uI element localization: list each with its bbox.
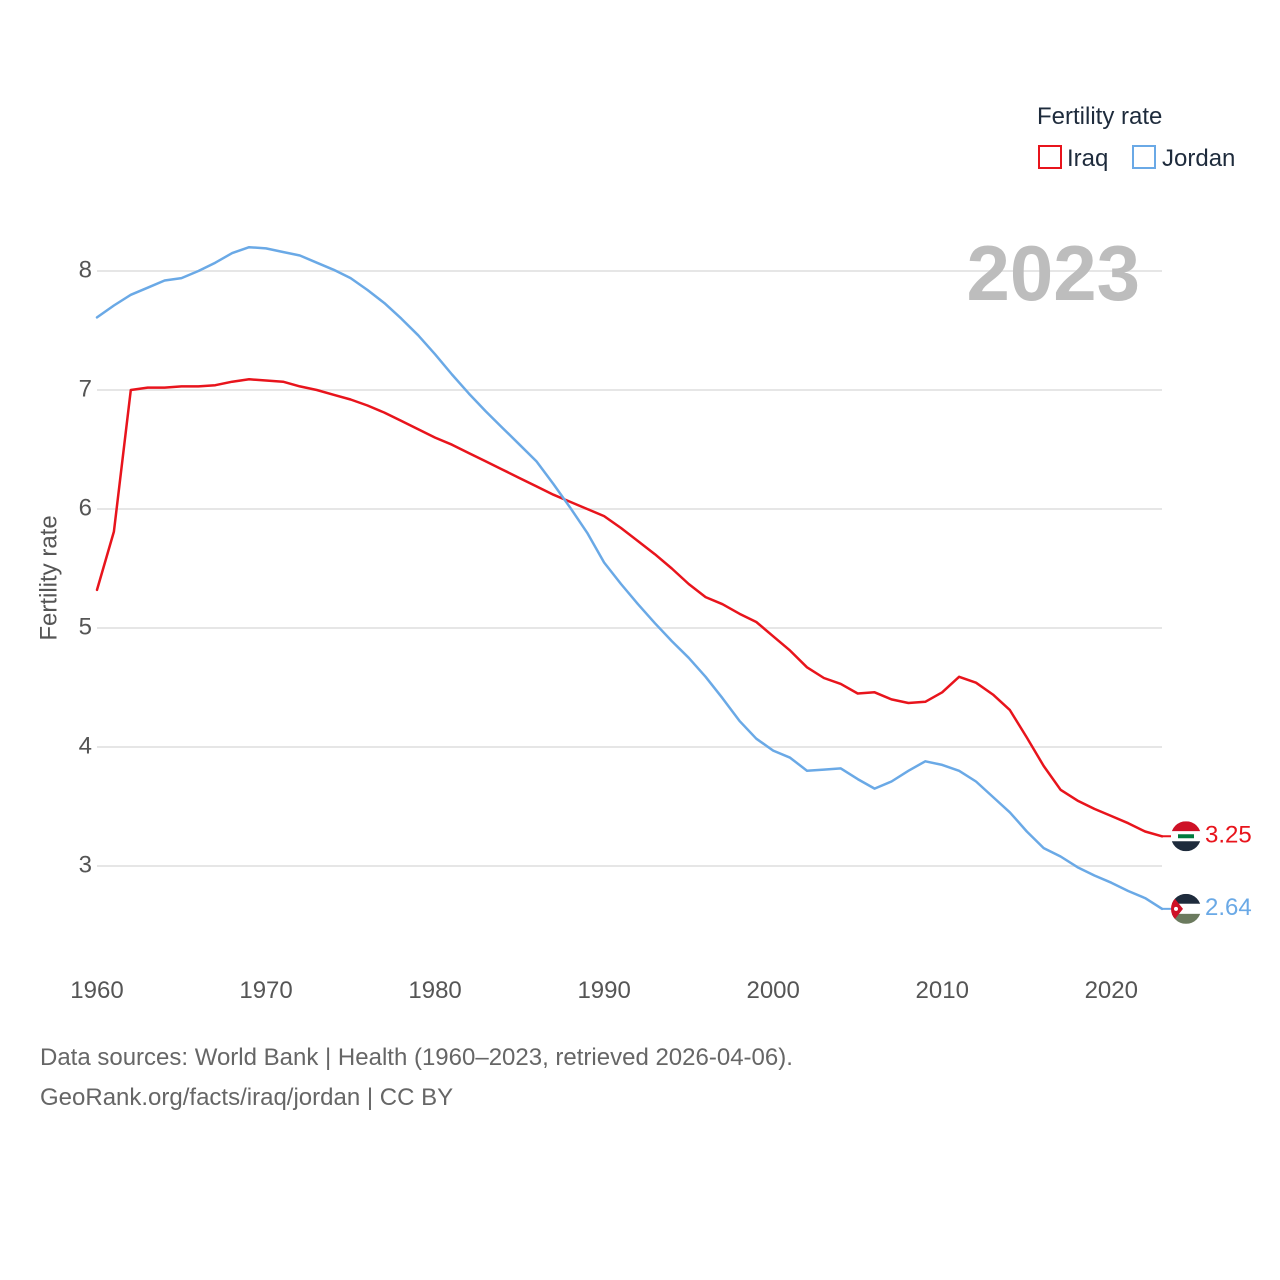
x-tick-label-1980: 1980 [408, 977, 461, 1004]
y-axis-ticks: 3 4 5 6 7 8 [79, 256, 92, 878]
legend-item-iraq[interactable]: Iraq [1038, 145, 1108, 172]
series-lines [95, 245, 1164, 911]
iraq-flag-icon [1171, 821, 1201, 852]
y-tick-label-4: 4 [79, 732, 92, 759]
series-endpoints: 3.25 2.64 [1162, 821, 1252, 924]
x-tick-label-2000: 2000 [746, 977, 799, 1004]
x-tick-label-1990: 1990 [577, 977, 630, 1004]
year-badge: 2023 [966, 229, 1140, 317]
jordan-flag-icon [1171, 893, 1201, 924]
series-line-iraq[interactable] [95, 378, 1164, 838]
y-tick-label-3: 3 [79, 851, 92, 878]
end-value-label-jordan: 2.64 [1205, 894, 1252, 921]
attribution-link[interactable]: GeoRank.org/facts/iraq/jordan | CC BY [40, 1084, 454, 1111]
y-tick-label-8: 8 [79, 256, 92, 283]
legend-label-jordan: Jordan [1162, 145, 1235, 172]
y-tick-label-7: 7 [79, 375, 92, 402]
legend-swatch-iraq [1038, 145, 1062, 169]
legend-swatch-jordan [1132, 145, 1156, 169]
gridlines [97, 270, 1162, 867]
legend-item-jordan[interactable]: Jordan [1132, 145, 1235, 172]
y-tick-label-6: 6 [79, 494, 92, 521]
y-axis-title: Fertility rate [35, 515, 62, 640]
legend-label-iraq: Iraq [1067, 145, 1108, 172]
data-source-note: Data sources: World Bank | Health (1960–… [40, 1044, 793, 1071]
x-tick-label-1970: 1970 [239, 977, 292, 1004]
x-tick-label-2020: 2020 [1085, 977, 1138, 1004]
end-value-label-iraq: 3.25 [1205, 822, 1252, 849]
x-axis-ticks: 1960 1970 1980 1990 2000 2010 2020 [70, 977, 1138, 1004]
legend: Fertility rate Iraq Jordan [1037, 103, 1235, 172]
series-line-jordan[interactable] [95, 245, 1164, 911]
y-tick-label-5: 5 [79, 613, 92, 640]
legend-title: Fertility rate [1037, 103, 1162, 130]
x-tick-label-1960: 1960 [70, 977, 123, 1004]
x-tick-label-2010: 2010 [916, 977, 969, 1004]
